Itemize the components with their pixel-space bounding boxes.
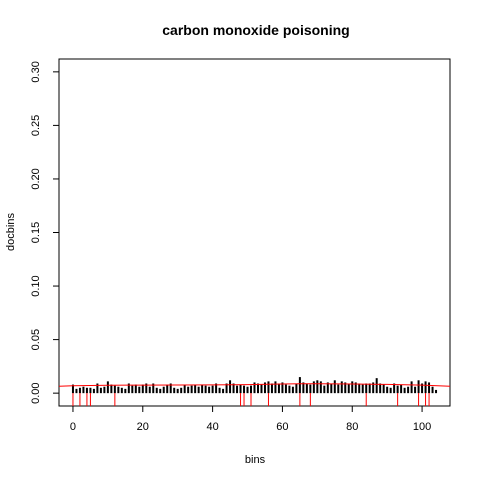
- x-tick-label: 60: [276, 421, 288, 433]
- y-tick-label: 0.05: [30, 329, 42, 350]
- plot-frame: [58, 58, 451, 407]
- x-tick-label: 40: [206, 421, 218, 433]
- y-tick-label: 0.30: [30, 61, 42, 82]
- y-axis-label: docbins: [5, 213, 17, 251]
- curve-line: [58, 383, 451, 387]
- y-tick-label: 0.00: [30, 382, 42, 403]
- y-tick-label: 0.20: [30, 168, 42, 189]
- density-curve: [58, 383, 451, 387]
- y-tick-label: 0.15: [30, 222, 42, 243]
- y-tick-label: 0.10: [30, 275, 42, 296]
- x-tick-label: 100: [413, 421, 431, 433]
- x-tick-label: 0: [70, 421, 76, 433]
- x-tick-label: 20: [137, 421, 149, 433]
- chart-title: carbon monoxide poisoning: [162, 22, 349, 38]
- x-tick-label: 80: [346, 421, 358, 433]
- x-axis: 0 20 40 60 80 100: [70, 406, 431, 433]
- rug-series: [72, 393, 430, 406]
- x-axis-label: bins: [245, 454, 266, 466]
- y-tick-label: 0.25: [30, 115, 42, 136]
- y-axis: 0.00 0.05 0.10 0.15 0.20 0.25 0.30: [30, 61, 59, 404]
